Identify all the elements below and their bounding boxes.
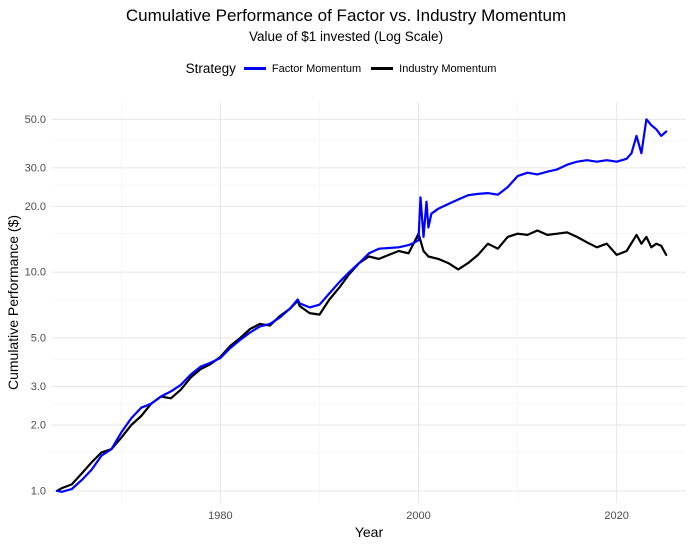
y-tick-label: 1.0	[31, 485, 46, 497]
x-tick-label: 1980	[208, 510, 232, 522]
x-tick-label: 2020	[604, 510, 628, 522]
y-tick-label: 20.0	[25, 201, 46, 213]
y-tick-label: 3.0	[31, 381, 46, 393]
y-tick-label: 2.0	[31, 420, 46, 432]
y-tick-label: 5.0	[31, 333, 46, 345]
legend-item-factor: Factor Momentum	[243, 62, 362, 75]
series-line-industry-momentum	[55, 229, 668, 492]
y-axis-title: Cumulative Performance ($)	[5, 215, 21, 390]
legend-label-factor: Factor Momentum	[271, 62, 362, 75]
legend-label-industry: Industry Momentum	[399, 62, 497, 75]
y-tick-label: 30.0	[25, 162, 46, 174]
legend: Strategy Factor Momentum Industry Moment…	[0, 61, 692, 76]
chart-subtitle: Value of $1 invested (Log Scale)	[248, 29, 444, 44]
legend-title: Strategy	[185, 61, 236, 76]
legend-item-industry: Industry Momentum	[371, 63, 496, 75]
series-line-factor-momentum	[55, 118, 668, 493]
x-tick-label: 2000	[406, 510, 430, 522]
x-axis-title: Year	[355, 524, 384, 540]
legend-swatch-factor	[243, 67, 266, 70]
y-tick-label: 50.0	[25, 114, 46, 126]
legend-swatch-industry	[371, 67, 394, 70]
chart-title: Cumulative Performance of Factor vs. Ind…	[125, 6, 567, 25]
y-tick-label: 10.0	[25, 267, 46, 279]
